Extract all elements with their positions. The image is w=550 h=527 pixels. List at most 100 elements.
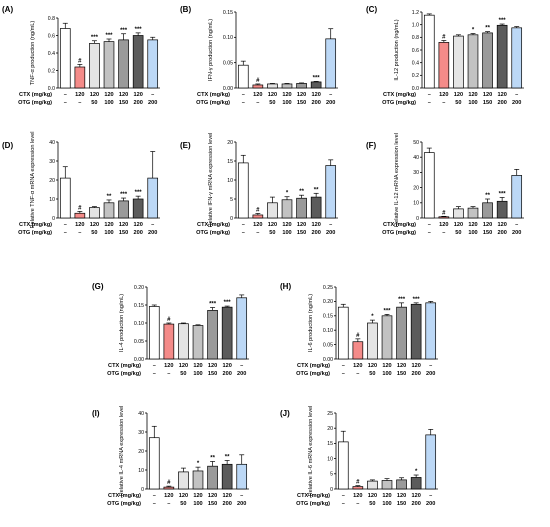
otg-dose-label: 100 [193,371,202,377]
panel-label: (H) [280,282,291,291]
ctx-dose-label: 120 [353,493,362,499]
bar [381,315,393,360]
y-tick-label: 5 [230,197,233,203]
otg-dose-label: – [342,501,345,507]
otg-dose-label: 100 [382,501,391,507]
bar [147,177,159,219]
otg-dose-label: – [153,371,156,377]
y-axis-label: Relative IL-4 mRNA expression level [119,406,125,497]
otg-dose-label: – [442,100,445,106]
otg-dose-label: 100 [193,501,202,507]
significance-label: # [256,207,260,213]
otg-row-label: OTG (mg/kg) [196,100,230,106]
y-tick-label: 0.10 [134,321,144,327]
ctx-dose-label: 120 [311,92,320,98]
otg-dose-label: 150 [297,100,306,106]
bar [296,83,307,89]
significance-label: * [472,28,475,34]
significance-label: ** [107,194,112,200]
y-tick-label: 0.0 [48,86,55,92]
otg-dose-label: 200 [497,230,506,236]
significance-label: # [78,205,82,211]
chart-panel: (B) 0.00 0.05 0.10 0.15 IFN-γ production (ng/… [180,5,338,106]
significance-label: ** [314,187,319,193]
y-tick-label: 0.20 [323,299,333,305]
otg-dose-label: 50 [269,100,275,106]
significance-label: *** [209,302,217,308]
y-tick-label: 0.2 [412,73,419,79]
panel-label: (E) [180,141,191,150]
otg-dose-label: 200 [237,501,246,507]
ctx-row-label: CTX (mg/kg) [197,92,230,98]
otg-dose-label: 150 [397,371,406,377]
otg-dose-label: 200 [311,230,320,236]
ctx-row-label: CTX (mg/kg) [297,363,330,369]
bar [148,306,160,360]
y-tick-label: 0.15 [323,314,333,320]
ctx-dose-label: – [428,222,431,228]
bar [438,42,450,89]
significance-label: ** [225,455,230,461]
significance-label: ** [485,26,490,32]
y-tick-label: 1.0 [412,22,419,28]
bar [467,34,479,89]
otg-row-label: OTG (mg/kg) [382,100,416,106]
otg-dose-label: – [78,230,81,236]
otg-dose-label: 150 [397,501,406,507]
bar [410,303,422,360]
bar [207,310,218,360]
bar [438,216,450,219]
bar [496,24,508,89]
ctx-dose-label: 120 [133,222,142,228]
ctx-dose-label: – [515,222,518,228]
bar [381,480,393,490]
chart-panel: (D) 0 10 20 30 40 Relative TNF-α mRNA expressi… [2,131,160,236]
significance-label: # [356,480,360,486]
y-tick-label: 0 [52,216,55,222]
y-tick-label: 0.00 [223,86,233,92]
significance-label: * [197,461,200,467]
bar [310,196,322,219]
otg-dose-label: – [428,230,431,236]
bar [89,43,100,89]
ctx-dose-label: 120 [353,363,362,369]
ctx-dose-label: 120 [282,92,291,98]
y-tick-label: 20 [327,426,333,432]
y-tick-label: 50 [413,140,419,146]
significance-label: *** [120,192,128,198]
significance-label: *** [120,28,128,34]
y-tick-label: 0.4 [412,60,419,66]
otg-dose-label: 100 [104,100,113,106]
ctx-dose-label: – [342,363,345,369]
bar [59,28,71,89]
y-axis-label: Relative IL-12 mRNA expression level [394,133,400,227]
otg-dose-label: – [356,371,359,377]
otg-dose-label: 200 [411,501,420,507]
significance-label: *** [224,300,232,306]
y-tick-label: 0 [330,487,333,493]
significance-label: *** [91,35,99,41]
otg-dose-label: 50 [369,371,375,377]
bar [396,479,407,490]
otg-row-label: OTG (mg/kg) [296,371,330,377]
otg-dose-label: 50 [180,371,186,377]
otg-dose-label: 200 [411,371,420,377]
otg-dose-label: 50 [455,230,461,236]
bar [207,465,218,490]
otg-row-label: OTG (mg/kg) [18,230,52,236]
y-axis-label: Relative TNF-α mRNA expression level [30,131,36,228]
ctx-dose-label: 120 [483,222,492,228]
ctx-dose-label: 120 [368,493,377,499]
otg-dose-label: 50 [91,100,97,106]
ctx-dose-label: 120 [133,92,142,98]
ctx-dose-label: 120 [397,493,406,499]
otg-dose-label: – [342,371,345,377]
y-tick-label: 0.2 [48,68,55,74]
ctx-dose-label: – [64,222,67,228]
otg-row-label: OTG (mg/kg) [382,230,416,236]
ctx-dose-label: – [242,92,245,98]
y-axis-label: IL-6 production (ng/mL) [308,294,314,352]
ctx-dose-label: – [429,493,432,499]
ctx-dose-label: 120 [282,222,291,228]
bar [337,306,349,360]
